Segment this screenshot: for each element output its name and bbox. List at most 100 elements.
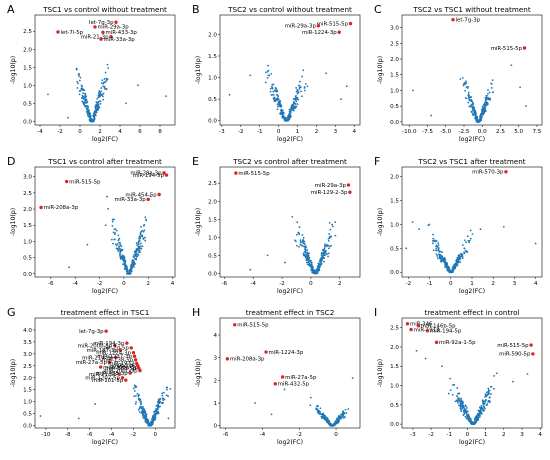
data-point (338, 419, 340, 422)
highlight-point (113, 343, 117, 348)
y-tick-label: 2.0 (23, 376, 32, 382)
data-point (466, 416, 468, 419)
data-point (462, 404, 464, 407)
data-point (475, 417, 478, 420)
data-point (296, 244, 298, 247)
data-point (294, 103, 297, 105)
data-point (47, 93, 49, 96)
data-point (323, 260, 325, 263)
data-point (98, 92, 101, 95)
data-point (131, 262, 134, 264)
data-point (456, 387, 459, 389)
data-point (144, 420, 147, 423)
data-point (125, 266, 128, 269)
data-point (318, 263, 321, 265)
data-point (111, 218, 114, 221)
data-point (415, 349, 418, 352)
x-tick-label: -2.5 (459, 129, 470, 135)
data-point (132, 387, 135, 390)
data-point (459, 402, 462, 404)
highlight-point (337, 30, 341, 34)
data-point (492, 91, 494, 94)
data-point (272, 94, 275, 96)
x-tick-label: 0 (154, 432, 158, 438)
data-point (132, 263, 135, 266)
data-point (465, 82, 468, 84)
data-point (273, 98, 275, 101)
data-point (82, 92, 85, 95)
data-point (326, 417, 328, 420)
data-point (424, 357, 427, 360)
data-point (157, 405, 160, 408)
data-point (267, 64, 269, 67)
data-point (151, 415, 154, 417)
data-point (287, 114, 290, 117)
highlight-label: miR-1972 (108, 361, 134, 367)
highlight-point (234, 171, 238, 175)
data-point (162, 391, 165, 394)
x-tick-label: -6 (48, 281, 54, 287)
data-point (487, 97, 490, 99)
data-point (151, 418, 154, 421)
data-point (307, 260, 310, 263)
data-point (462, 414, 465, 417)
highlight-label: miR-187-3p (87, 348, 119, 354)
highlight-label: miR-27a-5p (285, 375, 317, 381)
data-point (482, 401, 485, 404)
data-point (310, 263, 313, 266)
data-point (345, 412, 348, 414)
data-point (456, 261, 459, 264)
data-point (298, 85, 301, 87)
data-point (463, 239, 466, 242)
plot-frame (219, 14, 361, 126)
data-point (110, 238, 113, 241)
data-point (161, 392, 164, 395)
data-point (327, 247, 330, 250)
data-point (322, 255, 324, 258)
data-point (472, 106, 474, 109)
data-point (315, 407, 318, 410)
data-point (111, 224, 114, 227)
data-point (485, 398, 487, 401)
highlight-label: miR-29a-3p (315, 183, 347, 189)
data-point (487, 387, 490, 390)
highlight-label: miR-33a-3p (104, 37, 136, 43)
data-point (138, 249, 140, 252)
highlight-point (264, 350, 268, 354)
x-axis-label: log2(FC) (277, 439, 303, 446)
data-point (485, 395, 487, 398)
data-point (331, 424, 334, 427)
data-point (271, 87, 274, 90)
data-point (276, 108, 279, 111)
x-tick-label: 1 (470, 281, 474, 287)
data-point (479, 116, 482, 119)
data-point (469, 229, 472, 232)
data-point (270, 413, 273, 416)
data-point (158, 401, 161, 404)
data-point (138, 239, 141, 242)
data-point (130, 267, 133, 270)
x-tick-label: -2 (296, 432, 302, 438)
data-point (151, 416, 154, 419)
x-tick-label: -1 (446, 432, 452, 438)
data-point (81, 100, 84, 103)
data-point (435, 245, 437, 248)
highlight-label: miR-29a-3p (98, 25, 130, 31)
data-point (295, 86, 298, 89)
data-point (461, 402, 463, 405)
data-point (156, 412, 158, 415)
x-tick-label: 2 (98, 129, 102, 135)
data-point (325, 243, 328, 246)
data-point (140, 225, 142, 228)
data-point (435, 249, 438, 252)
data-point (276, 103, 279, 106)
y-tick-label: 0.5 (390, 104, 399, 110)
highlight-label: miR-1237-3p (97, 354, 132, 360)
data-point (325, 245, 328, 248)
highlight-label: miR-590-5p (499, 352, 531, 358)
y-tick-label: 4.0 (23, 328, 32, 334)
data-point (267, 69, 270, 72)
panel-letter: H (192, 306, 200, 319)
